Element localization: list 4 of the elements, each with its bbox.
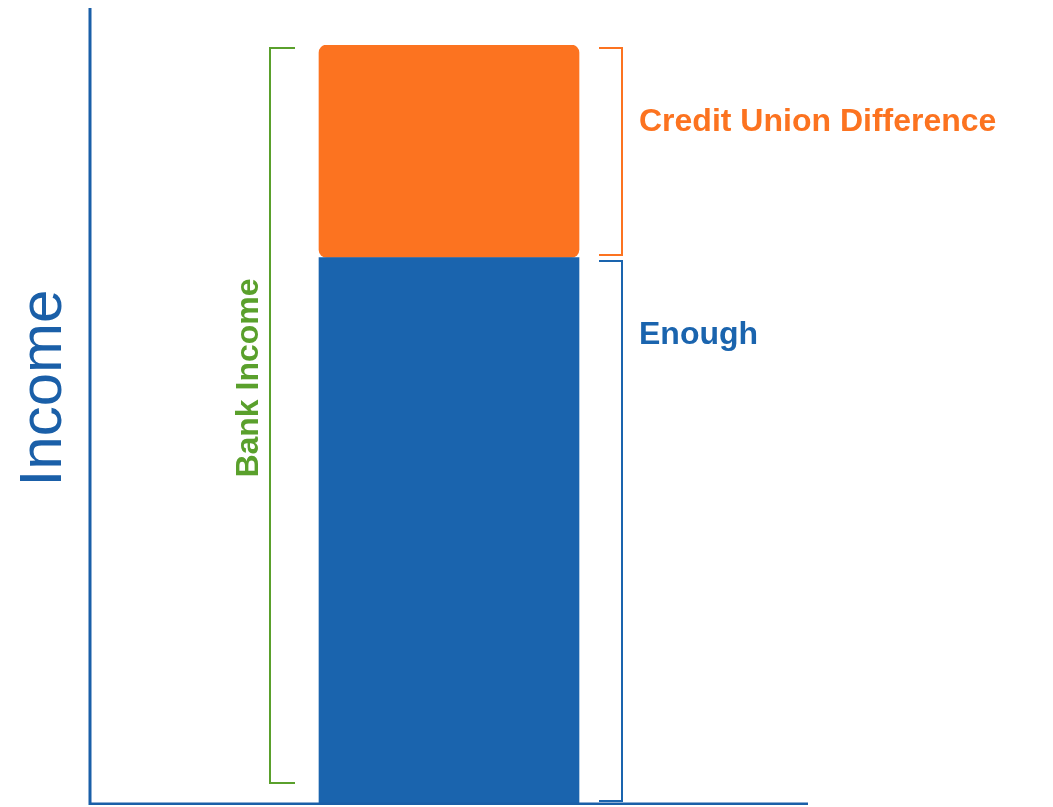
text: Bank Income	[228, 278, 266, 478]
text: Credit Union Difference	[639, 102, 997, 139]
text: Enough	[639, 314, 759, 352]
y-axis-title: Income	[7, 289, 75, 487]
